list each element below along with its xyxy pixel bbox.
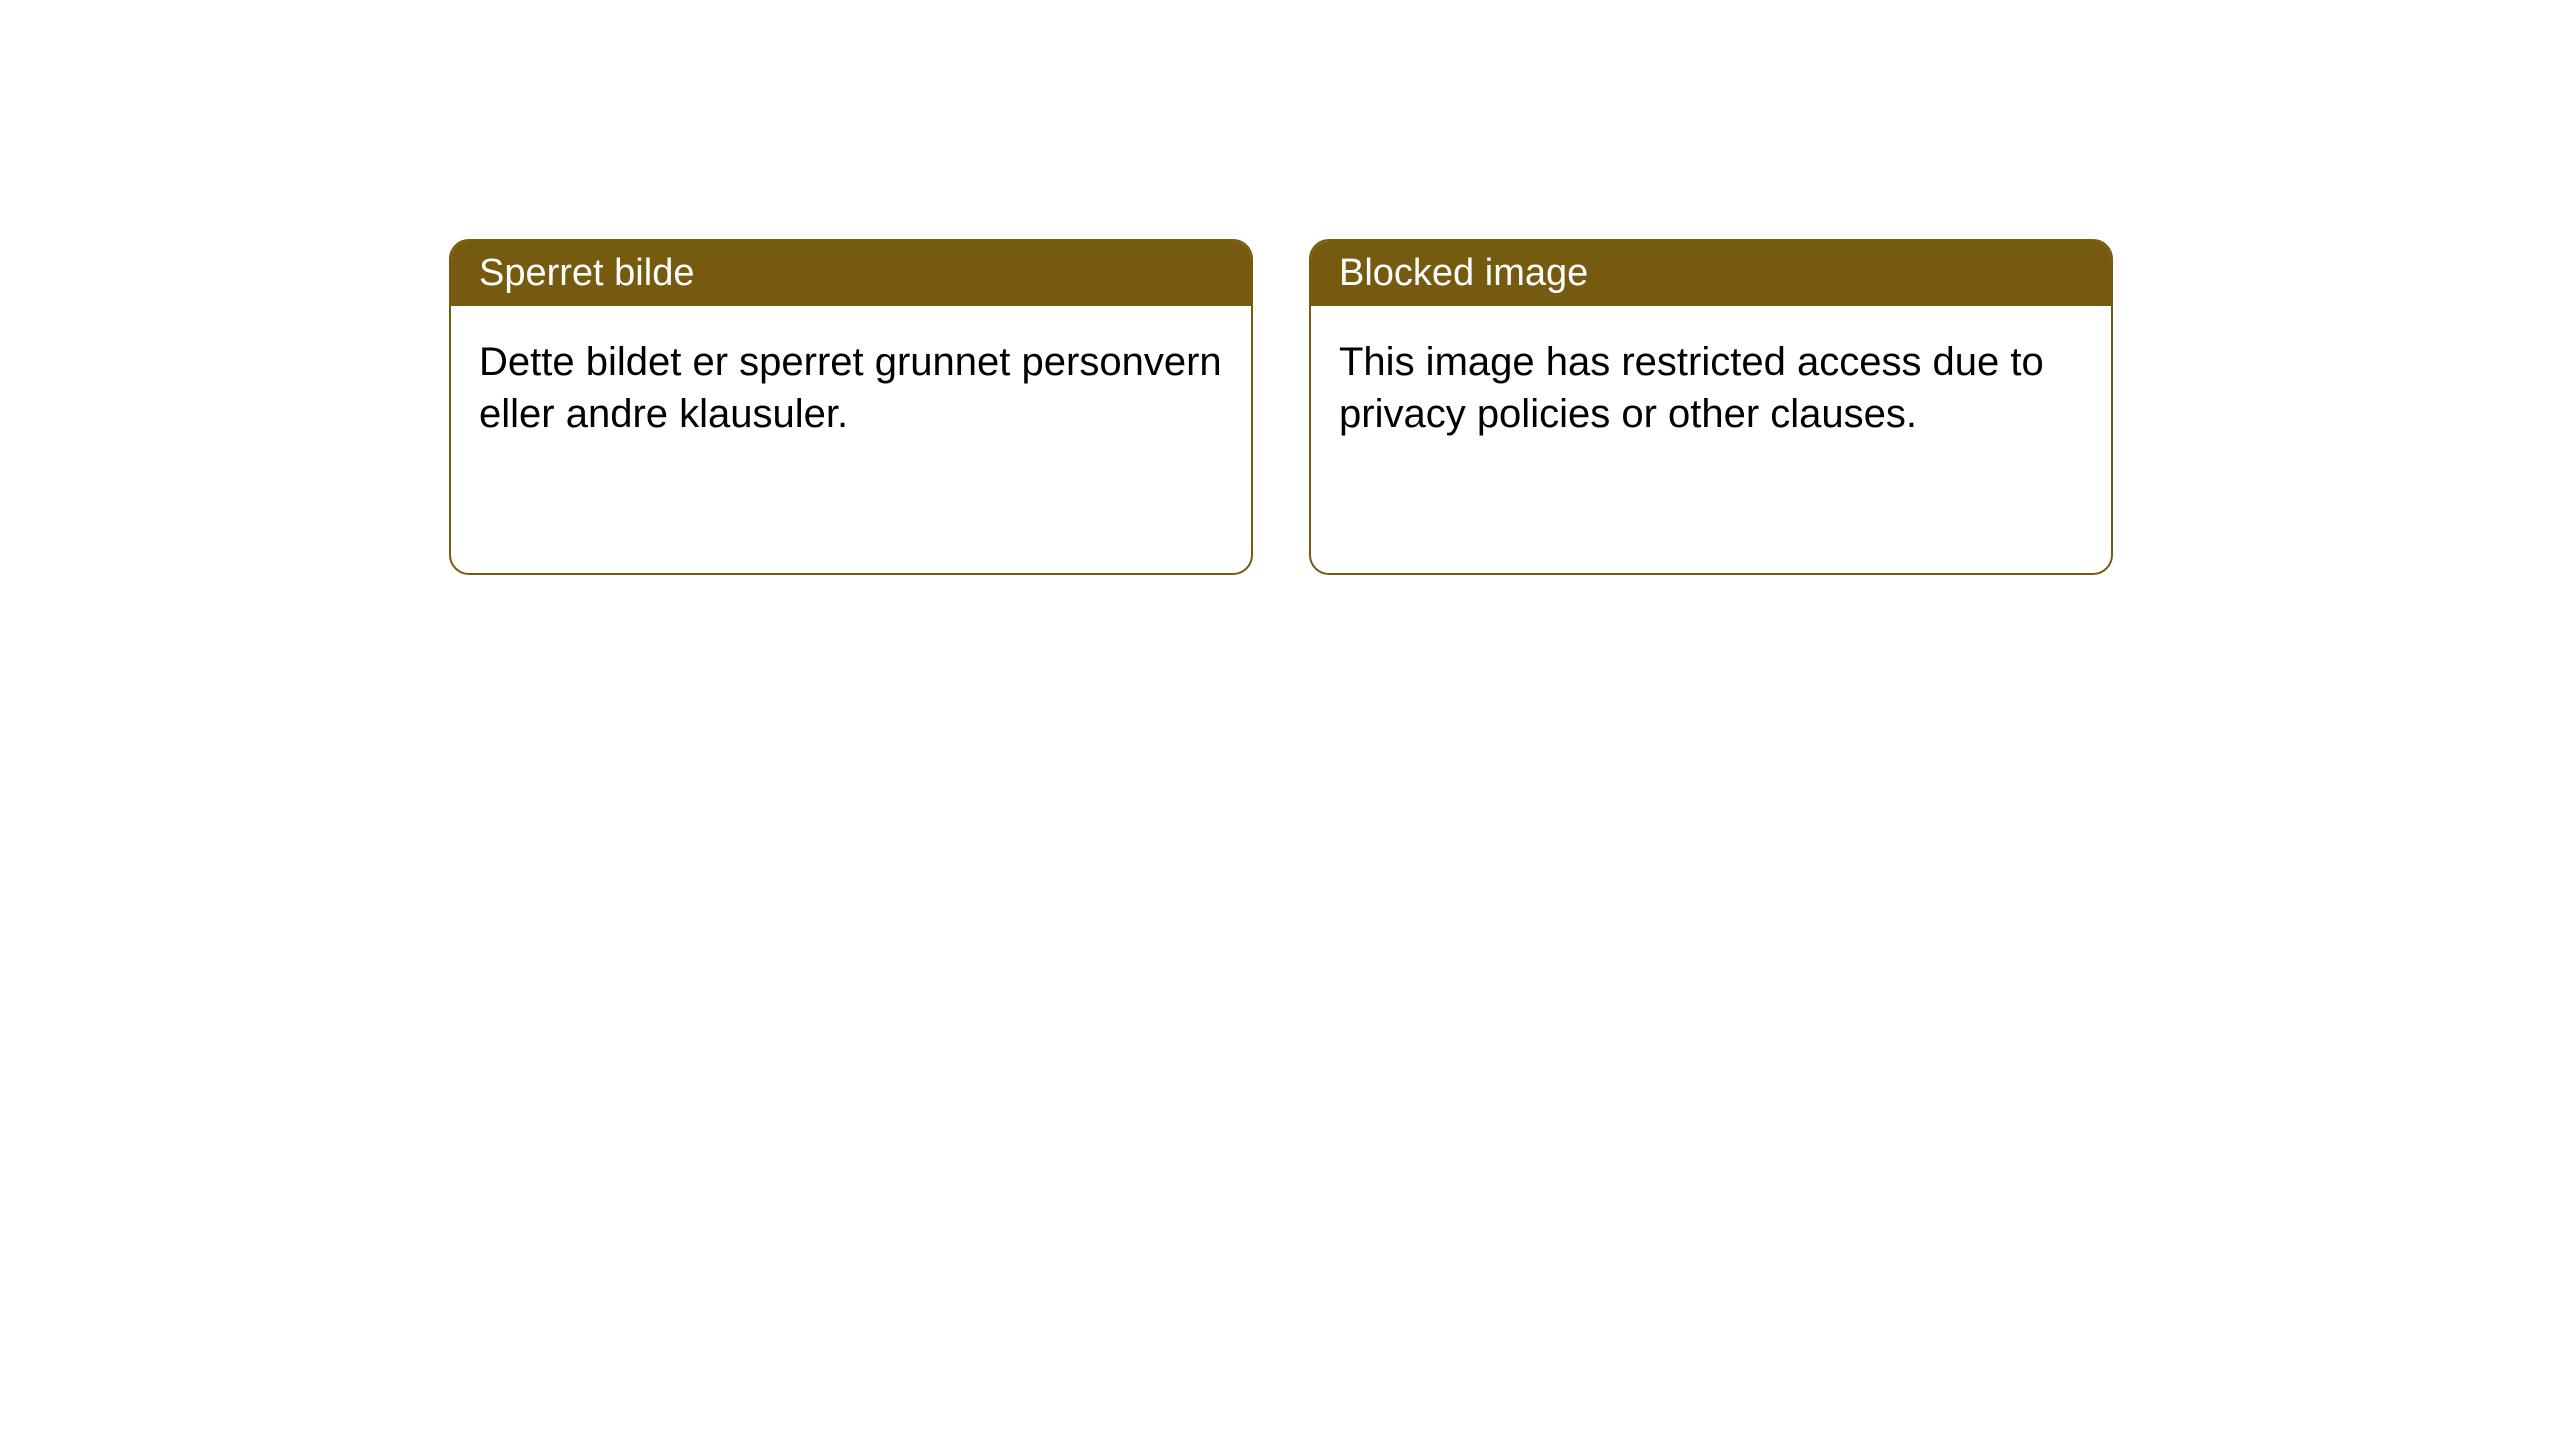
notice-card-norwegian: Sperret bilde Dette bildet er sperret gr… <box>449 239 1253 575</box>
notice-body: This image has restricted access due to … <box>1311 306 2111 470</box>
notice-header: Sperret bilde <box>451 241 1251 306</box>
notice-header: Blocked image <box>1311 241 2111 306</box>
notice-container: Sperret bilde Dette bildet er sperret gr… <box>449 239 2113 575</box>
notice-body: Dette bildet er sperret grunnet personve… <box>451 306 1251 470</box>
notice-card-english: Blocked image This image has restricted … <box>1309 239 2113 575</box>
